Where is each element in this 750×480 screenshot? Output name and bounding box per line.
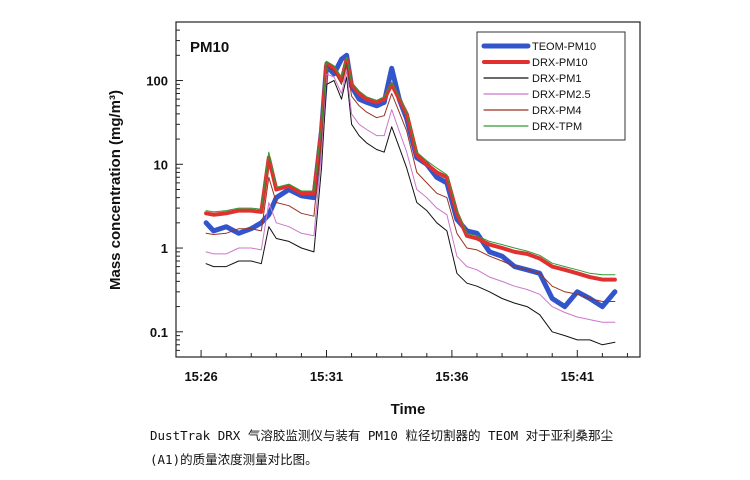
- caption-line-2: (A1)的质量浓度测量对比图。: [150, 452, 318, 467]
- series-layer: [203, 52, 618, 346]
- series-line-5: [205, 56, 616, 276]
- x-tick-label: 15:41: [561, 369, 594, 384]
- legend-label: DRX-PM10: [532, 57, 588, 69]
- legend-box: [476, 31, 626, 141]
- series-line-2: [205, 76, 616, 346]
- caption-line-1: DustTrak DRX 气溶胶监测仪与装有 PM10 粒径切割器的 TEOM …: [150, 428, 614, 443]
- figure-caption: DustTrak DRX 气溶胶监测仪与装有 PM10 粒径切割器的 TEOM …: [150, 424, 710, 472]
- y-ticks: 0.1 1 10 100: [146, 21, 183, 358]
- series-line-4: [205, 62, 616, 302]
- y-tick-label: 0.1: [150, 325, 168, 340]
- x-ticks: 15:26 15:31 15:36 15:41: [184, 350, 628, 384]
- legend: TEOM-PM10 DRX-PM10 DRX-PM1 DRX-PM2.5 DRX-PM4…: [476, 31, 626, 141]
- y-tick-label: 10: [154, 157, 168, 172]
- y-tick-label: 1: [161, 241, 168, 256]
- y-tick-label: 100: [146, 74, 168, 89]
- x-tick-label: 15:26: [184, 369, 217, 384]
- y-axis-label: Mass concentration (mg/m³): [107, 90, 124, 290]
- x-axis-label: Time: [391, 401, 426, 418]
- series-line-1: [204, 57, 617, 282]
- chart: 0.1 1 10 100 15:26 15:31 15:36 15:41 PM10 Time…: [107, 21, 641, 418]
- legend-label: TEOM-PM10: [532, 41, 596, 53]
- series-line-3: [205, 70, 616, 323]
- x-tick-label: 15:36: [435, 369, 468, 384]
- x-tick-label: 15:31: [310, 369, 343, 384]
- legend-label: DRX-PM2.5: [532, 89, 591, 101]
- chart-title: PM10: [190, 39, 229, 56]
- legend-label: DRX-PM4: [532, 105, 582, 117]
- legend-label: DRX-PM1: [532, 73, 582, 85]
- legend-label: DRX-TPM: [532, 121, 582, 133]
